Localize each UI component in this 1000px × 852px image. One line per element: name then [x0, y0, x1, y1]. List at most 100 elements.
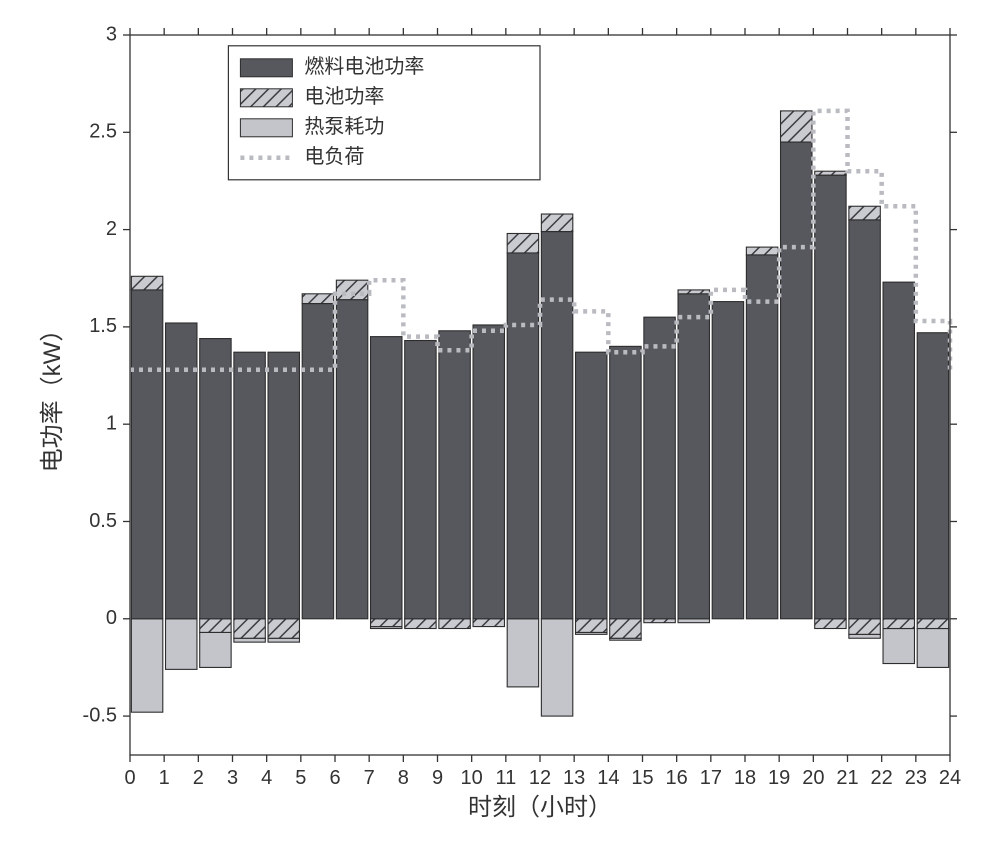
bar-fuelcell	[849, 220, 880, 619]
bar-battery-neg	[610, 619, 641, 638]
xtick-label: 17	[700, 767, 722, 789]
ytick-label: 0.5	[89, 510, 117, 532]
bar-fuelcell	[678, 294, 709, 619]
xtick-label: 13	[563, 767, 585, 789]
bar-fuelcell	[268, 352, 299, 619]
ytick-label: 0	[106, 607, 117, 629]
xtick-label: 15	[631, 767, 653, 789]
xtick-label: 22	[871, 767, 893, 789]
bar-battery-neg	[644, 619, 675, 623]
bar-heatpump	[166, 619, 197, 670]
xtick-label: 3	[227, 767, 238, 789]
bar-heatpump	[200, 632, 231, 667]
bar-fuelcell	[371, 337, 402, 619]
legend-label: 燃料电池功率	[304, 55, 424, 78]
bar-heatpump	[268, 638, 299, 642]
xtick-label: 12	[529, 767, 551, 789]
xtick-label: 20	[802, 767, 824, 789]
xtick-label: 1	[159, 767, 170, 789]
legend-swatch	[240, 119, 292, 137]
xtick-label: 19	[768, 767, 790, 789]
y-axis-label: 电功率（kW）	[39, 318, 66, 473]
bar-battery-neg	[405, 619, 436, 629]
bar-heatpump	[849, 634, 880, 638]
power-chart: -0.500.511.522.5301234567891011121314151…	[0, 0, 1000, 852]
xtick-label: 11	[495, 767, 516, 789]
legend: 燃料电池功率电池功率热泵耗功电负荷	[228, 46, 540, 180]
xtick-label: 4	[261, 767, 272, 789]
bar-battery-neg	[371, 619, 402, 627]
bar-battery-pos	[541, 214, 572, 232]
xtick-label: 2	[193, 767, 204, 789]
bar-heatpump	[507, 619, 538, 687]
bar-fuelcell	[439, 331, 470, 619]
xtick-label: 16	[666, 767, 688, 789]
bar-heatpump	[541, 619, 572, 716]
legend-label: 热泵耗功	[304, 115, 384, 138]
xtick-label: 24	[939, 767, 961, 789]
bar-fuelcell	[507, 253, 538, 619]
bar-fuelcell	[336, 300, 367, 619]
bar-fuelcell	[712, 302, 743, 619]
xtick-label: 23	[905, 767, 927, 789]
bar-battery-neg	[200, 619, 231, 633]
bar-fuelcell	[302, 304, 333, 619]
bar-fuelcell	[883, 282, 914, 619]
bar-fuelcell	[405, 341, 436, 619]
xtick-label: 8	[398, 767, 409, 789]
xtick-label: 6	[329, 767, 340, 789]
bar-fuelcell	[234, 352, 265, 619]
bar-battery-neg	[849, 619, 880, 635]
bar-battery-neg	[439, 619, 470, 629]
bar-fuelcell	[166, 323, 197, 619]
xtick-label: 5	[295, 767, 306, 789]
legend-swatch	[240, 89, 292, 107]
bar-battery-pos	[336, 280, 367, 299]
legend-label: 电池功率	[304, 85, 384, 108]
bar-battery-pos	[302, 294, 333, 304]
bar-battery-neg	[576, 619, 607, 633]
xtick-label: 7	[364, 767, 375, 789]
bar-battery-pos	[507, 233, 538, 252]
bar-fuelcell	[200, 339, 231, 619]
ytick-label: 2	[106, 218, 117, 240]
legend-label: 电负荷	[304, 145, 364, 168]
bar-battery-pos	[678, 290, 709, 294]
bar-fuelcell	[576, 352, 607, 619]
bar-battery-neg	[234, 619, 265, 638]
bar-battery-pos	[781, 111, 812, 142]
x-axis-label: 时刻（小时）	[468, 794, 612, 821]
bar-fuelcell	[781, 142, 812, 619]
ytick-label: 1.5	[89, 315, 117, 337]
xtick-label: 21	[836, 767, 858, 789]
bar-battery-neg	[815, 619, 846, 629]
xtick-label: 10	[461, 767, 483, 789]
bar-heatpump	[883, 629, 914, 664]
bar-fuelcell	[815, 175, 846, 619]
xtick-label: 9	[432, 767, 443, 789]
xtick-label: 0	[124, 767, 135, 789]
bar-battery-pos	[849, 206, 880, 220]
xtick-label: 14	[597, 767, 619, 789]
ytick-label: -0.5	[83, 704, 117, 726]
xtick-label: 18	[734, 767, 756, 789]
bar-battery-neg	[917, 619, 948, 629]
bar-battery-neg	[268, 619, 299, 638]
bar-battery-pos	[746, 247, 777, 255]
bar-fuelcell	[610, 346, 641, 618]
ytick-label: 2.5	[89, 121, 117, 143]
bar-heatpump	[234, 638, 265, 642]
bar-fuelcell	[746, 255, 777, 619]
bar-fuelcell	[473, 325, 504, 619]
bar-fuelcell	[131, 290, 162, 619]
bar-heatpump	[917, 629, 948, 668]
ytick-label: 3	[106, 23, 117, 45]
bar-battery-pos	[815, 171, 846, 175]
bar-heatpump	[678, 619, 709, 623]
bar-heatpump	[131, 619, 162, 712]
bar-battery-neg	[473, 619, 504, 627]
bar-fuelcell	[917, 333, 948, 619]
ytick-label: 1	[106, 412, 117, 434]
bar-battery-pos	[131, 276, 162, 290]
bar-battery-neg	[883, 619, 914, 629]
